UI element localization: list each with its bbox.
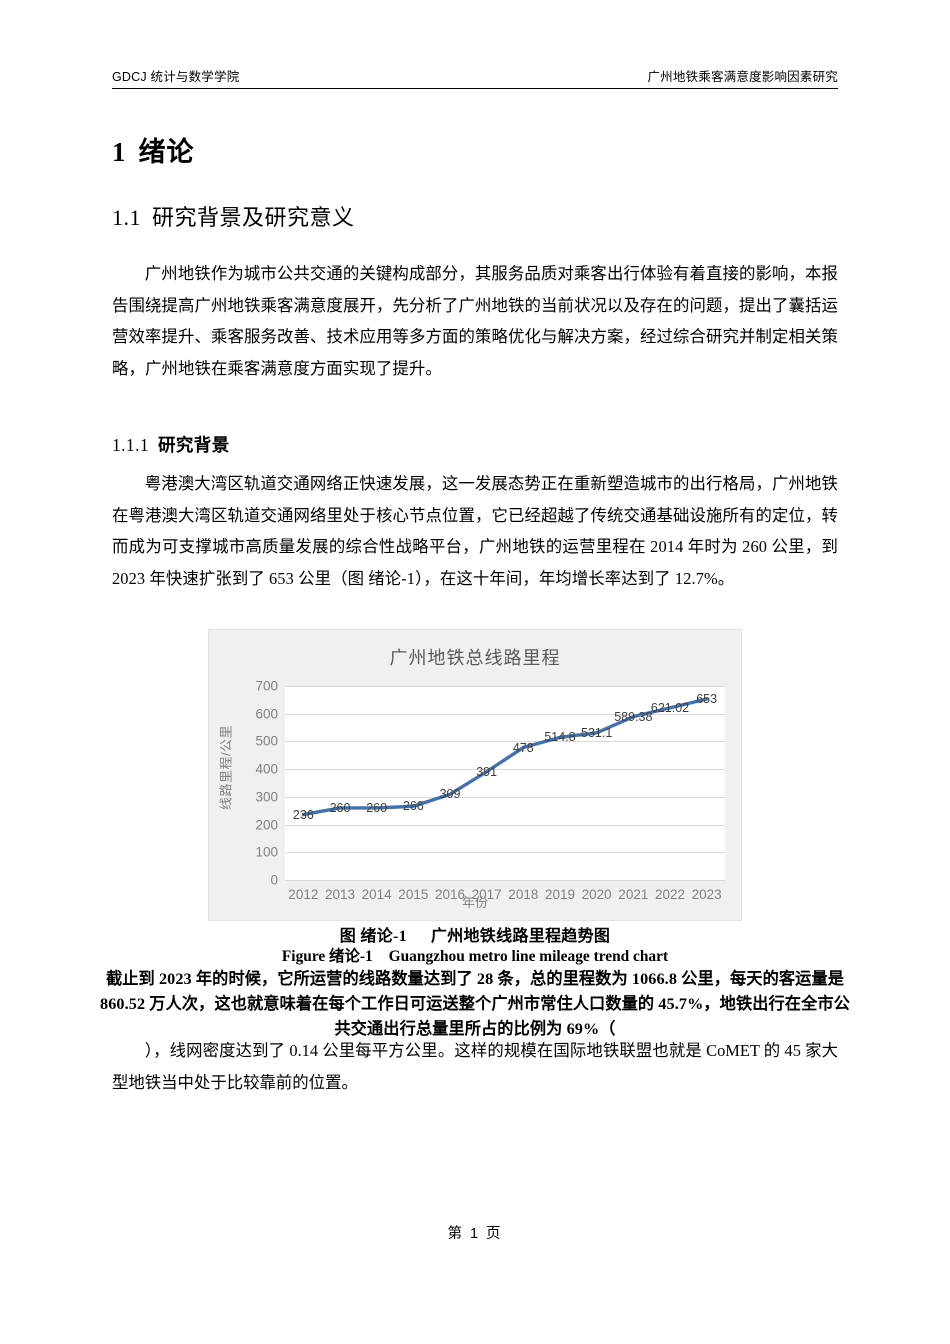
chart-x-tick-label: 2016 [434,887,466,902]
chart-gridline [285,852,725,854]
figure-caption-english: Figure 绪论-1 Guangzhou metro line mileage … [95,944,855,966]
paragraph-closing: ），线网密度达到了 0.14 公里每平方公里。这样的规模在国际地铁联盟也就是 C… [112,1041,838,1092]
section-heading-1-1-1: 1.1.1 研究背景 [112,432,230,457]
chart-x-tick-label: 2021 [618,887,649,902]
chart-gridline [285,741,725,743]
chart-x-tick-label: 2023 [691,887,722,902]
chart-y-tick-label: 400 [255,761,278,777]
caption-en-label: Figure 绪论-1 [281,948,373,965]
caption-en-text: Guangzhou metro line mileage trend chart [388,948,669,965]
chart-gridline [285,713,725,715]
chart-gridline [285,880,725,881]
chart-y-tick-label: 200 [255,817,278,833]
header-divider [112,88,838,89]
paragraph-statistics: 截止到 2023 年的时候，它所运营的线路数量达到了 28 条，总的里程数为 1… [100,970,850,1038]
header-right-text: 广州地铁乘客满意度影响因素研究 [647,70,838,84]
section-number: 1 [112,137,127,167]
chart-y-tick-label: 300 [255,789,278,805]
chart-x-tick-label: 2012 [288,887,319,902]
chart-y-tick-label: 100 [255,844,278,860]
chart-x-tick-label: 2022 [654,887,686,902]
chart-y-tick-label: 0 [270,872,278,888]
chart-x-tick-label: 2017 [471,887,502,902]
paragraph-background: 粤港澳大湾区轨道交通网络正快速发展，这一发展态势正在重新塑造城市的出行格局，广州… [112,474,838,588]
header-left-text: GDCJ 统计与数学学院 [112,70,240,84]
figure-chart-container: 广州地铁总线路里程 线路里程/公里 年份 0 100 200 300 400 500 600… [208,629,742,921]
chart-x-axis-label: 年份 [461,895,488,910]
section-title: 绪论 [138,137,195,167]
chart-y-axis-label: 线路里程/公里 [218,724,234,811]
chart-x-tick-label: 2015 [398,887,429,902]
figure-caption-chinese: 图 绪论-1 广州地铁线路里程趋势图 [95,922,855,946]
running-header: GDCJ 统计与数学学院 广州地铁乘客满意度影响因素研究 [112,66,838,85]
page-footer: 第 1 页 [447,1226,503,1242]
chart-x-tick-label: 2013 [324,887,356,902]
chart-series-line [301,697,709,817]
chart-x-tick-label: 2018 [508,887,539,902]
chart-title: 广州地铁总线路里程 [389,648,561,668]
subsubsection-title: 研究背景 [158,435,230,455]
chart-y-tick-label: 600 [255,706,278,722]
chart-y-tick-label: 700 [255,678,278,694]
caption-cn-label: 图 绪论-1 [339,928,407,945]
chart-plot-area: 0 100 200 300 400 500 600 700 2012 2013 2014 2015 20… [255,679,725,902]
chart-x-tick-label: 2014 [361,887,392,902]
section-heading-1: 1 绪论 [112,130,195,169]
subsubsection-number: 1.1.1 [112,435,149,455]
chart-y-tick-label: 500 [255,733,278,749]
chart-gridline [285,796,725,798]
subsection-number: 1.1 [112,205,141,230]
caption-cn-text: 广州地铁线路里程趋势图 [430,928,611,945]
chart-gridline [285,824,725,826]
subsection-title: 研究背景及研究意义 [152,205,355,230]
section-heading-1-1: 1.1 研究背景及研究意义 [112,200,355,232]
paragraph-intro: 广州地铁作为城市公共交通的关键构成部分，其服务品质对乘客出行体验有着直接的影响，… [112,264,838,378]
chart-x-tick-label: 2020 [581,887,612,902]
chart-gridline [285,769,725,771]
chart-gridline [285,686,725,687]
chart-x-tick-label: 2019 [544,887,576,902]
